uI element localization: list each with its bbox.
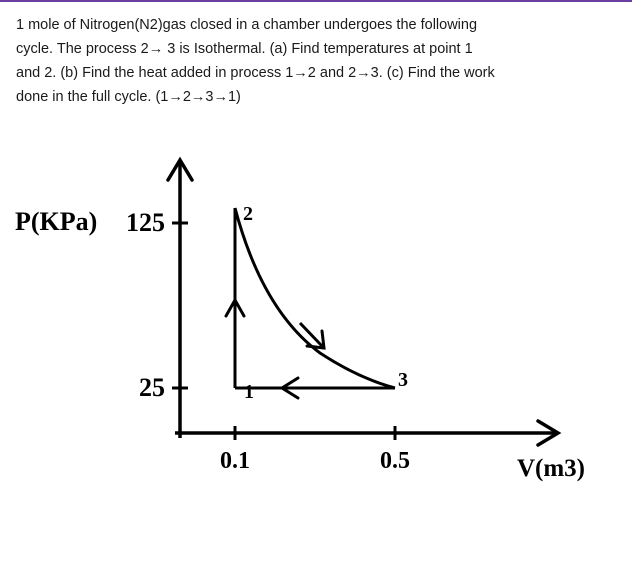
y-axis-label: P(KPa) [15, 207, 97, 236]
point-label-3: 3 [398, 369, 408, 391]
process-2-3 [235, 208, 395, 388]
question-line-3: and 2. (b) Find the heat added in proces… [16, 65, 495, 81]
x-tick-label-0.1: 0.1 [220, 448, 250, 474]
x-axis-label: V(m3) [517, 455, 585, 482]
arrow-2-3-icon [300, 323, 324, 348]
y-tick-label-25: 25 [139, 373, 165, 402]
pv-diagram: P(KPa) 125 25 0.1 0.5 V(m3) 1 2 3 [0, 128, 600, 508]
question-line-4: done in the full cycle. (1→2→3→1) [16, 89, 241, 105]
question-text: 1 mole of Nitrogen(N2)gas closed in a ch… [0, 2, 632, 118]
x-tick-label-0.5: 0.5 [380, 448, 410, 474]
y-tick-label-125: 125 [126, 208, 165, 237]
point-label-1: 1 [244, 381, 254, 403]
point-label-2: 2 [243, 203, 253, 225]
question-line-2: cycle. The process 2→ 3 is Isothermal. (… [16, 41, 473, 57]
question-line-1: 1 mole of Nitrogen(N2)gas closed in a ch… [16, 17, 477, 33]
